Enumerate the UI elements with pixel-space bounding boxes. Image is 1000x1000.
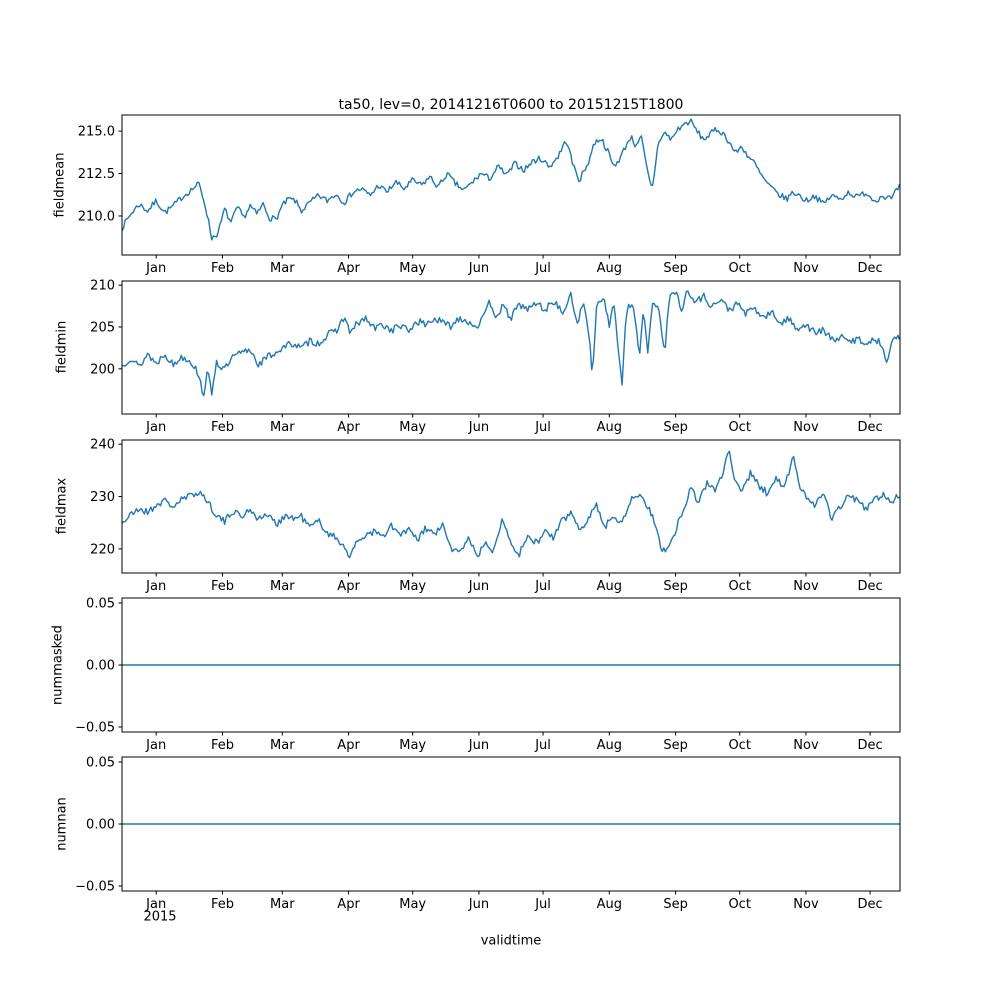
x-axis-label: validtime xyxy=(480,933,542,949)
y-tick-label: 200 xyxy=(90,362,115,377)
subplot-nummasked: −0.05 0.00 0.05 Jan Feb Mar Apr May Jun Jul Aug Sep… xyxy=(75,596,901,753)
x-tick-label: Dec xyxy=(857,579,882,594)
axes-frame xyxy=(121,280,901,415)
x-tick-label: Apr xyxy=(337,897,360,912)
x-tick-label: Aug xyxy=(597,261,622,276)
axes-frame xyxy=(121,439,901,574)
x-tick-label: Jan xyxy=(145,738,166,753)
y-tick-label: 0.00 xyxy=(86,818,115,833)
y-tick-label: 205 xyxy=(90,321,115,336)
x-tick-label: Dec xyxy=(857,261,882,276)
subplot-fieldmax: 220 230 240 Jan Feb Mar Apr May Jun Jul Aug Sep Oct N… xyxy=(90,438,901,594)
y-tick-label: 212.5 xyxy=(78,167,115,182)
x-tick-label: Jun xyxy=(468,738,489,753)
series-line-fieldmean xyxy=(122,118,900,241)
x-tick-label: Aug xyxy=(597,897,622,912)
x-tick-label: Apr xyxy=(337,738,360,753)
x-tick-label: Apr xyxy=(337,420,360,435)
x-tick-label: May xyxy=(399,738,426,753)
ylabel-numnan: numnan xyxy=(54,797,70,851)
x-tick-label: Jun xyxy=(468,579,489,594)
x-tick-label: Jan xyxy=(145,897,166,912)
subplot-fieldmean: 210.0 212.5 215.0 Jan Feb Mar Apr May Jun Jul Aug S… xyxy=(78,114,901,276)
x-tick-label: Jan xyxy=(145,579,166,594)
x-tick-label: Feb xyxy=(211,261,234,276)
y-tick-label: 0.05 xyxy=(86,596,115,611)
x-tick-label: Feb xyxy=(211,420,234,435)
x-tick-label: Feb xyxy=(211,897,234,912)
x-tick-label: Jun xyxy=(468,897,489,912)
x-tick-label: Oct xyxy=(728,897,750,912)
y-tick-label: 0.00 xyxy=(86,659,115,674)
x-axis-year-label: 2015 xyxy=(143,909,177,925)
x-tick-label: Aug xyxy=(597,420,622,435)
y-tick-label: 240 xyxy=(90,438,115,453)
x-tick-label: Jul xyxy=(534,579,551,594)
x-tick-label: Apr xyxy=(337,579,360,594)
y-tick-label: −0.05 xyxy=(75,880,115,895)
x-tick-label: Jul xyxy=(534,738,551,753)
y-tick-label: 210.0 xyxy=(78,209,115,224)
x-tick-label: Mar xyxy=(270,420,295,435)
x-tick-label: Feb xyxy=(211,579,234,594)
x-tick-label: Nov xyxy=(793,420,819,435)
x-tick-label: Oct xyxy=(728,261,750,276)
x-tick-label: Nov xyxy=(793,897,819,912)
x-tick-label: Jan xyxy=(145,420,166,435)
x-tick-label: Jul xyxy=(534,261,551,276)
y-tick-label: −0.05 xyxy=(75,721,115,736)
x-tick-label: Mar xyxy=(270,897,295,912)
x-tick-label: Oct xyxy=(728,738,750,753)
y-tick-label: 220 xyxy=(90,542,115,557)
x-tick-label: Sep xyxy=(663,579,688,594)
ylabel-nummasked: nummasked xyxy=(50,625,66,705)
x-tick-label: Jan xyxy=(145,261,166,276)
x-tick-label: Mar xyxy=(270,579,295,594)
x-tick-label: May xyxy=(399,261,426,276)
x-tick-label: Nov xyxy=(793,261,819,276)
x-tick-label: Dec xyxy=(857,738,882,753)
x-tick-label: Dec xyxy=(857,420,882,435)
x-tick-label: Sep xyxy=(663,738,688,753)
ylabel-fieldmin: fieldmin xyxy=(54,320,70,374)
x-tick-label: Feb xyxy=(211,738,234,753)
x-tick-label: Apr xyxy=(337,261,360,276)
x-tick-label: Aug xyxy=(597,738,622,753)
ylabel-fieldmax: fieldmax xyxy=(54,477,70,535)
x-tick-label: Mar xyxy=(270,261,295,276)
x-tick-label: Aug xyxy=(597,579,622,594)
x-tick-label: Sep xyxy=(663,261,688,276)
y-tick-label: 0.05 xyxy=(86,755,115,770)
x-tick-label: Jul xyxy=(534,897,551,912)
ylabel-fieldmean: fieldmean xyxy=(52,152,68,218)
x-tick-label: Nov xyxy=(793,579,819,594)
x-tick-label: Dec xyxy=(857,897,882,912)
x-tick-label: Jun xyxy=(468,261,489,276)
series-line-fieldmax xyxy=(122,450,900,559)
y-tick-label: 210 xyxy=(90,279,115,294)
x-tick-label: Nov xyxy=(793,738,819,753)
subplot-fieldmin: 200 205 210 Jan Feb Mar Apr May Jun Jul Aug Sep Oct N… xyxy=(90,279,901,435)
x-tick-label: Jul xyxy=(534,420,551,435)
axes-frame xyxy=(121,114,901,256)
y-tick-label: 215.0 xyxy=(78,125,115,140)
x-tick-label: Jun xyxy=(468,420,489,435)
y-tick-label: 230 xyxy=(90,490,115,505)
x-tick-label: May xyxy=(399,579,426,594)
x-tick-label: Oct xyxy=(728,420,750,435)
x-tick-label: Mar xyxy=(270,738,295,753)
x-tick-label: May xyxy=(399,897,426,912)
x-tick-label: Sep xyxy=(663,897,688,912)
x-tick-label: Sep xyxy=(663,420,688,435)
series-line-fieldmin xyxy=(122,290,900,397)
x-tick-label: May xyxy=(399,420,426,435)
figure-title: ta50, lev=0, 20141216T0600 to 20151215T1… xyxy=(338,97,684,113)
subplot-numnan: −0.05 0.00 0.05 Jan Feb Mar Apr May Jun Jul Aug Sep… xyxy=(75,755,901,912)
x-tick-label: Oct xyxy=(728,579,750,594)
